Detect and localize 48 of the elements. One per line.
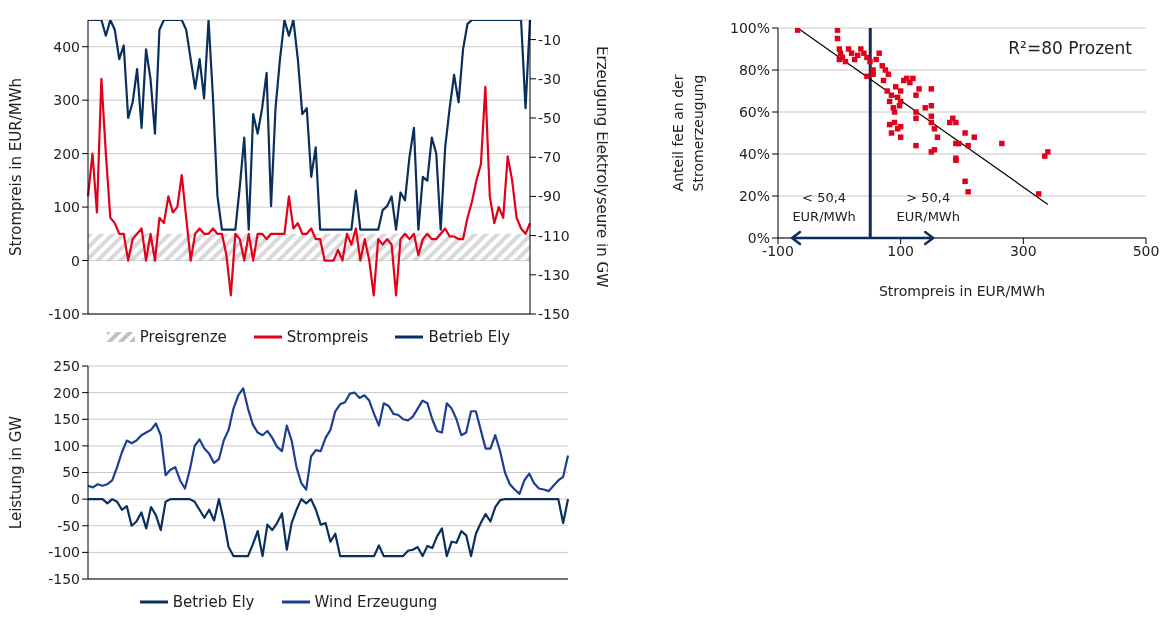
annotation: R²=80 Prozent (1008, 38, 1132, 58)
y2-tick-label: -10 (538, 31, 561, 48)
annotation: > 50,4 EUR/MWh (895, 189, 961, 226)
y-tick-label: 60% (738, 103, 770, 120)
legend-label: Preisgrenze (139, 328, 227, 346)
line-series (86, 77, 532, 297)
y2-tick-label: -130 (538, 266, 570, 283)
y2-tick-label: -30 (538, 70, 561, 87)
annotation: < 50,4 EUR/MWh (791, 189, 857, 226)
y-tick-label: -50 (57, 517, 80, 534)
line-series (86, 20, 532, 231)
y-tick-label: 200 (53, 145, 80, 162)
y-tick-label: 400 (53, 38, 80, 55)
y-tick-label: 200 (53, 384, 80, 401)
y-axis-title: Leistung in GW (7, 415, 26, 530)
y-tick-label: 40% (738, 145, 770, 162)
y-tick-label: 20% (738, 187, 770, 204)
y-tick-label: 150 (53, 411, 80, 428)
y-tick-label: 0 (71, 252, 80, 269)
y-tick-label: 100 (53, 199, 80, 216)
x-axis-title: Strompreis in EUR/MWh (878, 283, 1046, 299)
legend-label: Betrieb Ely (428, 328, 511, 346)
legend-label: Betrieb Ely (172, 593, 255, 611)
y-tick-label: -100 (48, 544, 80, 561)
y2-tick-label: -150 (538, 305, 570, 322)
x-tick-label: 100 (887, 242, 915, 259)
y-axis-title: Strompreis in EUR/MWh (7, 77, 26, 257)
y-tick-label: -150 (48, 570, 80, 587)
line-series (86, 387, 570, 495)
y-tick-label: 0 (71, 491, 80, 508)
x-tick-label: 500 (1132, 242, 1160, 259)
y2-tick-label: -110 (538, 227, 570, 244)
y2-tick-label: -50 (538, 109, 561, 126)
legend-label: Strompreis (286, 328, 369, 346)
y-tick-label: -100 (48, 305, 80, 322)
y2-tick-label: -90 (538, 188, 561, 205)
y-tick-label: 250 (53, 357, 80, 374)
y-tick-label: 100 (53, 437, 80, 454)
x-tick-label: 300 (1009, 242, 1037, 259)
y-tick-label: 300 (53, 92, 80, 109)
y-tick-label: 50 (62, 464, 80, 481)
y-tick-label: 80% (738, 61, 770, 78)
y-axis-title: Anteil feE an der Stromerzeugung (669, 73, 707, 194)
y2-tick-label: -70 (538, 149, 561, 166)
legend-label: Wind Erzeugung (314, 593, 438, 611)
y-tick-label: 100% (729, 19, 770, 36)
y2-axis-title: Erzeugung Elektrolyseure in GW (592, 46, 611, 289)
line-series (86, 498, 570, 558)
